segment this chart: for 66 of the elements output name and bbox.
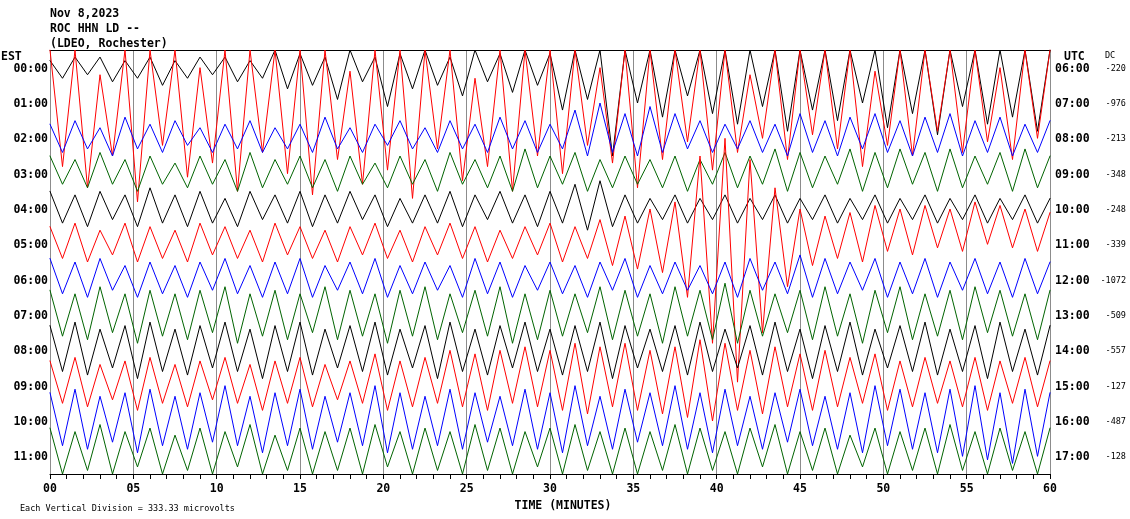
x-tick-label: 00 bbox=[43, 481, 57, 495]
text: -487 bbox=[1105, 416, 1126, 426]
y-tick-label: 10:00 bbox=[13, 414, 49, 428]
line-series bbox=[49, 254, 1051, 298]
x-tick-label: 50 bbox=[876, 481, 891, 495]
y-tick-label: 09:00 bbox=[13, 378, 49, 393]
text: DC bbox=[1105, 50, 1116, 60]
y2-tick-label: 08:00 bbox=[1055, 131, 1090, 146]
text: Each Vertical Division = 333.33 microvolts bbox=[20, 502, 235, 513]
text: -1072 bbox=[1100, 274, 1126, 285]
y2-tick-label: 11:00 bbox=[1055, 237, 1090, 252]
y-tick-label: 03:00 bbox=[13, 166, 49, 181]
x-tick-label: 15 bbox=[293, 481, 307, 495]
text: -348 bbox=[1105, 168, 1126, 179]
text: -213 bbox=[1105, 133, 1126, 144]
y-tick-label: 05:00 bbox=[13, 237, 49, 252]
x-tick-label: 30 bbox=[543, 481, 557, 495]
line-series bbox=[49, 180, 1051, 231]
y-tick-label: 00:00 bbox=[13, 60, 49, 75]
line-series bbox=[49, 49, 1051, 203]
chart-subtitle: ROC HHN LD -- (LDEO, Rochester) bbox=[50, 20, 168, 50]
y2-tick-label: 17:00 bbox=[1055, 449, 1090, 464]
y2-tick-label: 12:00 bbox=[1055, 272, 1090, 287]
x-tick-label: 45 bbox=[793, 481, 807, 495]
x-tick-label: 55 bbox=[959, 481, 974, 495]
y2-tick-label: 06:00 bbox=[1055, 60, 1090, 75]
line-series bbox=[49, 102, 1051, 157]
text: -248 bbox=[1105, 204, 1126, 214]
y2-tick-label: 13:00 bbox=[1055, 308, 1090, 322]
y-tick-label: 06:00 bbox=[13, 272, 49, 287]
y2-tick-label: 07:00 bbox=[1055, 96, 1090, 110]
y-tick-label: 11:00 bbox=[13, 449, 49, 464]
y2-tick-label: 09:00 bbox=[1055, 166, 1090, 181]
x-tick-label: 40 bbox=[709, 481, 724, 495]
y-axis-title: EST bbox=[1, 49, 22, 63]
y-tick-label: 01:00 bbox=[13, 96, 49, 110]
text: -128 bbox=[1105, 451, 1126, 462]
y-tick-label: 04:00 bbox=[13, 202, 49, 216]
y-tick-label: 02:00 bbox=[13, 131, 49, 146]
y-tick-label: 07:00 bbox=[13, 308, 49, 322]
text: -220 bbox=[1105, 62, 1126, 73]
y2-axis-title: UTC bbox=[1064, 49, 1085, 63]
text: -557 bbox=[1105, 345, 1126, 356]
x-tick-label: 20 bbox=[376, 481, 391, 495]
text: -509 bbox=[1105, 310, 1126, 320]
line-series bbox=[49, 339, 1051, 422]
y-tick-label: 08:00 bbox=[13, 343, 49, 358]
y2-tick-label: 16:00 bbox=[1055, 414, 1090, 428]
x-tick-label: 60 bbox=[1043, 481, 1057, 495]
line-series bbox=[49, 321, 1051, 380]
line-series bbox=[49, 148, 1051, 192]
y2-tick-label: 15:00 bbox=[1055, 378, 1090, 393]
x-tick-label: 25 bbox=[459, 481, 474, 495]
text: -976 bbox=[1105, 98, 1126, 108]
x-tick-label: 10 bbox=[209, 481, 224, 495]
line-series bbox=[49, 137, 1051, 383]
y2-tick-label: 10:00 bbox=[1055, 202, 1090, 216]
x-tick-label: 35 bbox=[626, 481, 641, 495]
chart-title: Nov 8,2023 bbox=[50, 5, 120, 20]
text: -127 bbox=[1105, 380, 1126, 391]
y2-tick-label: 14:00 bbox=[1055, 343, 1090, 358]
x-tick-label: 05 bbox=[126, 481, 141, 495]
text: -339 bbox=[1105, 239, 1126, 250]
x-axis-title: TIME (MINUTES) bbox=[514, 497, 612, 512]
line-series bbox=[49, 282, 1051, 344]
line-series bbox=[49, 385, 1051, 464]
